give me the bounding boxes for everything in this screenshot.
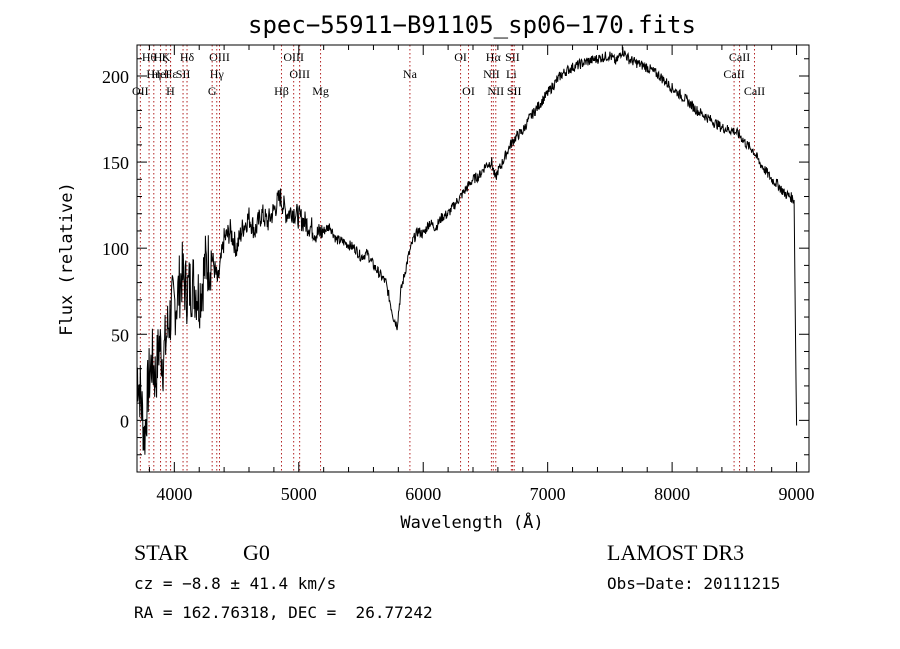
axis-ticks: 4000 5000 6000 7000 8000 9000 0 50 100 150 200 [102, 45, 815, 504]
y-tick-label-0: 0 [120, 411, 129, 431]
y-tick-label-150: 150 [102, 153, 129, 173]
marker-label-6: K [162, 50, 171, 64]
marker-label-9: Hδ [180, 50, 195, 64]
marker-label-23: SII [505, 50, 520, 64]
marker-label-21: NII [483, 67, 500, 81]
marker-label-13: OIII [283, 50, 304, 64]
x-tick-label-4000: 4000 [156, 484, 192, 504]
marker-label-7: SII [176, 67, 191, 81]
marker-label-8: H [166, 84, 175, 98]
marker-label-25: SII [507, 84, 522, 98]
y-axis-label: Flux (relative) [57, 182, 77, 336]
obs-date-text: Obs−Date: 20111215 [607, 574, 781, 593]
marker-label-10: OIII [209, 50, 230, 64]
coordinates-text: RA = 162.76318, DEC = 26.77242 [134, 603, 433, 622]
y-tick-label-50: 50 [111, 325, 129, 345]
marker-label-28: CaII [744, 84, 765, 98]
marker-label-14: OIII [289, 67, 310, 81]
marker-label-18: OI [454, 50, 467, 64]
survey-name: LAMOST DR3 [607, 540, 745, 565]
marker-label-17: Na [403, 67, 418, 81]
marker-label-11: Hγ [210, 67, 225, 81]
x-tick-label-6000: 6000 [405, 484, 441, 504]
marker-label-12: G [208, 84, 217, 98]
marker-label-27: CaII [723, 67, 744, 81]
marker-label-19: OI [462, 84, 475, 98]
x-axis-label: Wavelength (Å) [400, 511, 543, 533]
series-line-spectrum [136, 46, 798, 455]
marker-label-26: CaII [729, 50, 750, 64]
x-tick-label-5000: 5000 [281, 484, 317, 504]
y-tick-label-100: 100 [102, 239, 129, 259]
series-layer [136, 46, 798, 455]
x-tick-label-8000: 8000 [654, 484, 690, 504]
marker-label-0: Hθ [142, 50, 157, 64]
x-tick-label-9000: 9000 [779, 484, 815, 504]
marker-label-1: Hη [146, 67, 161, 81]
chart-title: spec−55911−B91105_sp06−170.fits [248, 11, 696, 39]
marker-label-24: Li [506, 67, 517, 81]
x-tick-label-7000: 7000 [530, 484, 566, 504]
marker-label-16: Mg [312, 84, 329, 98]
marker-label-20: Hα [486, 50, 502, 64]
marker-label-22: NII [487, 84, 504, 98]
object-subclass: G0 [243, 540, 270, 565]
marker-label-5: OII [132, 84, 149, 98]
object-class: STAR [134, 540, 189, 565]
y-tick-label-200: 200 [102, 67, 129, 87]
plot-frame [136, 44, 810, 473]
marker-label-15: Hβ [274, 84, 289, 98]
marker-label-4: Hζ [154, 50, 168, 64]
redshift-text: cz = −8.8 ± 41.4 km/s [134, 574, 337, 593]
